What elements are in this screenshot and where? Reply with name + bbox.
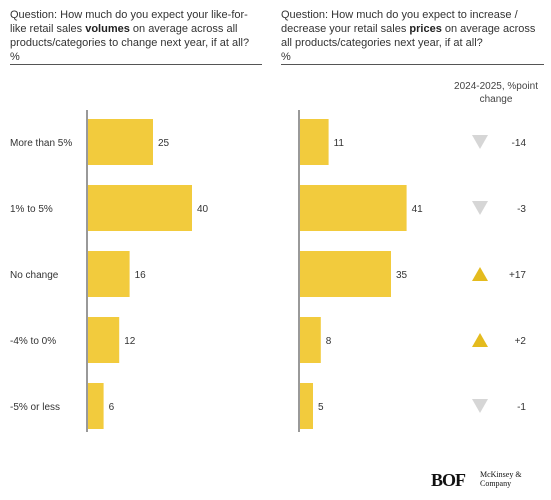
category-label: -5% or less (10, 402, 60, 413)
bar (88, 119, 153, 165)
triangle-down-icon (472, 135, 488, 149)
triangle-up-icon (472, 333, 488, 347)
bar (300, 251, 391, 297)
triangle-down-icon (472, 201, 488, 215)
left-question-bold: volumes (85, 23, 130, 35)
triangle-up-icon (472, 267, 488, 281)
bof-logo: BOF (431, 470, 466, 490)
change-label: +17 (509, 270, 526, 281)
change-label: -1 (517, 402, 526, 413)
data-label: 6 (109, 402, 115, 413)
bar (88, 383, 104, 429)
right-unit: % (281, 51, 291, 63)
bar (300, 317, 321, 363)
data-label: 16 (135, 270, 147, 281)
category-label: 1% to 5% (10, 204, 53, 215)
left-question-text: Question: How much do you expect your li… (10, 9, 248, 35)
data-label: 25 (158, 138, 170, 149)
bar (300, 383, 313, 429)
data-label: 11 (334, 138, 345, 149)
data-label: 35 (396, 270, 408, 281)
left-question: Question: How much do you expect your li… (10, 8, 260, 64)
right-question-text: Question: How much do you expect to incr… (281, 9, 518, 35)
data-label: 41 (412, 204, 424, 215)
bar (88, 251, 130, 297)
left-unit: % (10, 51, 20, 63)
left-question-text-end: on average across all products/categorie… (10, 23, 250, 49)
data-label: 12 (124, 336, 136, 347)
data-label: 5 (318, 402, 324, 413)
change-label: -3 (517, 204, 526, 215)
bar (300, 119, 329, 165)
category-label: -4% to 0% (10, 336, 56, 347)
bar (88, 185, 192, 231)
right-divider (281, 64, 544, 65)
triangle-down-icon (472, 399, 488, 413)
change-label: +2 (515, 336, 527, 347)
right-question: Question: How much do you expect to incr… (281, 8, 546, 64)
category-label: More than 5% (10, 138, 72, 149)
data-label: 8 (326, 336, 332, 347)
data-label: 40 (197, 204, 209, 215)
right-question-text-end: on average across all products/categorie… (281, 23, 536, 49)
right-question-bold: prices (409, 23, 442, 35)
change-header: 2024-2025, %point change (454, 81, 538, 105)
category-label: No change (10, 270, 59, 281)
bar (88, 317, 120, 363)
mckinsey-logo: McKinsey & Company (480, 470, 522, 488)
left-divider (10, 64, 262, 65)
change-label: -14 (512, 138, 527, 149)
bar (300, 185, 407, 231)
